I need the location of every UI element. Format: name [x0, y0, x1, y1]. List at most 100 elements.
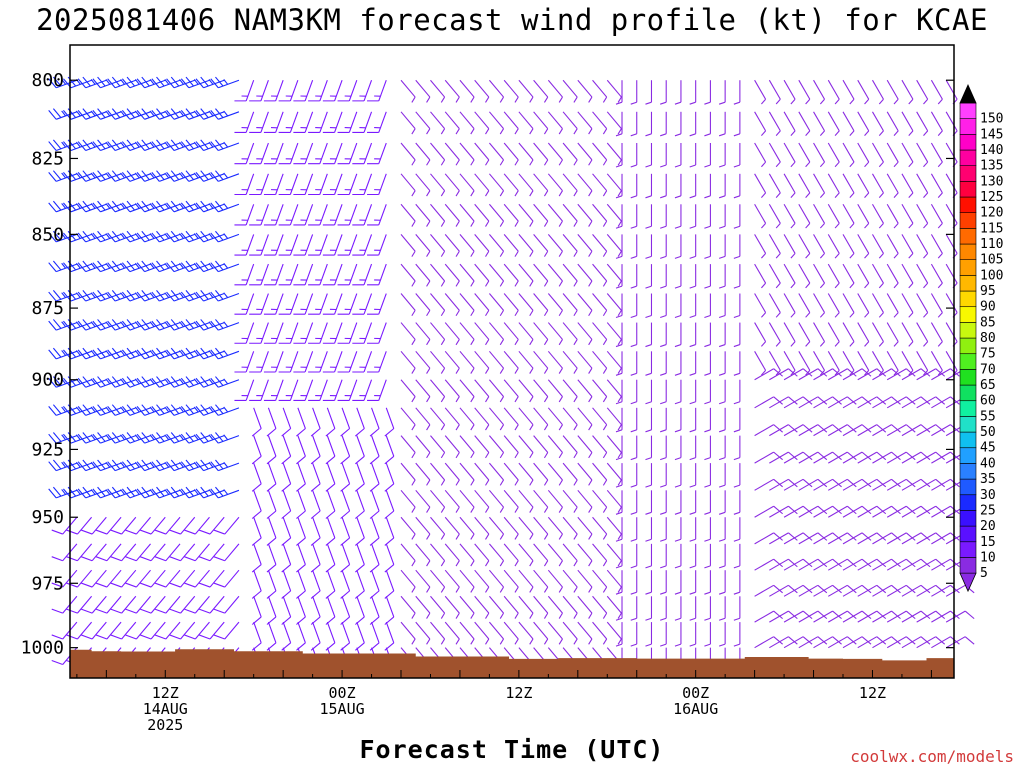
wind-barb	[518, 516, 534, 540]
wind-barb	[166, 200, 195, 213]
wind-barb	[180, 376, 210, 388]
wind-barb	[645, 463, 653, 488]
wind-barb	[704, 463, 711, 488]
wind-barb	[842, 79, 855, 105]
wind-barb	[400, 79, 416, 103]
wind-barb	[718, 173, 726, 199]
wind-barb	[857, 396, 887, 409]
wind-barb	[704, 111, 711, 137]
wind-barb	[828, 558, 857, 571]
wind-barb	[630, 379, 638, 405]
colorbar-label: 115	[980, 221, 1003, 236]
wind-barb	[827, 173, 840, 198]
wind-barb	[704, 264, 711, 289]
colorbar-label: 85	[980, 315, 996, 330]
wind-barb	[322, 263, 343, 286]
wind-barb	[81, 569, 107, 588]
wind-barb	[562, 595, 578, 619]
wind-barb	[547, 234, 563, 257]
wind-barb	[400, 569, 416, 593]
wind-barb	[166, 347, 195, 360]
wind-barb	[718, 204, 726, 229]
wind-barb	[151, 170, 181, 182]
colorbar-label: 90	[980, 300, 996, 315]
wind-barb	[81, 621, 107, 640]
wind-barb	[547, 263, 563, 287]
wind-barb	[184, 569, 210, 588]
wind-barb	[930, 234, 943, 259]
wind-barb	[474, 203, 490, 227]
colorbar-swatch	[959, 212, 977, 229]
wind-barb	[415, 263, 431, 287]
wind-barb	[474, 79, 490, 103]
wind-barb	[592, 569, 608, 593]
wind-barb	[872, 584, 901, 597]
wind-barb	[180, 230, 210, 243]
wind-barb	[733, 379, 741, 405]
wind-barb	[754, 584, 783, 597]
wind-barb	[615, 622, 623, 647]
colorbar-swatch	[959, 134, 977, 151]
wind-barb	[828, 610, 857, 623]
wind-barb	[293, 173, 314, 196]
wind-barb	[369, 517, 380, 546]
wind-barb	[352, 234, 373, 256]
wind-barb	[901, 532, 931, 545]
wind-barb	[630, 435, 638, 461]
wind-barb	[533, 350, 549, 374]
wind-barb	[210, 376, 240, 388]
wind-barb	[813, 478, 842, 491]
wind-barb	[444, 173, 460, 197]
wind-barb	[415, 407, 431, 431]
wind-barb	[296, 462, 306, 492]
wind-barb	[592, 435, 608, 459]
x-tick-date: 15AUG	[319, 700, 364, 718]
colorbar-swatch	[959, 447, 977, 464]
wind-barb	[169, 569, 196, 588]
wind-barb	[630, 173, 638, 199]
wind-barb	[251, 570, 262, 599]
wind-barb	[577, 595, 593, 619]
wind-barb	[503, 516, 519, 540]
wind-barb	[606, 322, 622, 346]
wind-barb	[857, 293, 870, 318]
wind-barb	[916, 234, 929, 259]
wind-barb	[444, 79, 460, 103]
wind-barb	[901, 424, 931, 437]
wind-barb	[296, 490, 306, 519]
wind-barb	[503, 595, 519, 619]
wind-barb	[210, 486, 240, 499]
wind-barb	[322, 322, 343, 344]
colorbar-label: 30	[980, 488, 996, 503]
wind-barb	[783, 424, 813, 437]
wind-barb	[51, 595, 78, 614]
colorbar-swatch	[959, 510, 977, 527]
colorbar-swatch	[959, 431, 977, 449]
wind-barb	[518, 379, 534, 403]
credit-text: coolwx.com/models	[850, 747, 1014, 766]
wind-barb	[369, 407, 380, 437]
wind-barb	[733, 204, 741, 229]
wind-barb	[592, 142, 608, 166]
wind-barb	[660, 111, 667, 137]
wind-barb	[77, 230, 107, 243]
wind-barb	[92, 376, 122, 388]
wind-barb	[930, 322, 943, 347]
wind-barb	[718, 293, 726, 319]
wind-barb	[931, 610, 960, 623]
wind-barb	[592, 203, 608, 227]
wind-barb	[166, 376, 195, 388]
wind-barb	[136, 290, 166, 302]
wind-barb	[459, 489, 475, 513]
wind-barb	[533, 173, 549, 197]
wind-barb	[630, 293, 638, 319]
wind-barb	[249, 111, 269, 134]
wind-barb	[754, 79, 767, 105]
wind-barb	[769, 636, 798, 649]
wind-barb	[577, 621, 593, 645]
wind-barb	[369, 462, 380, 492]
wind-barb	[340, 490, 351, 519]
wind-barb	[325, 596, 336, 625]
